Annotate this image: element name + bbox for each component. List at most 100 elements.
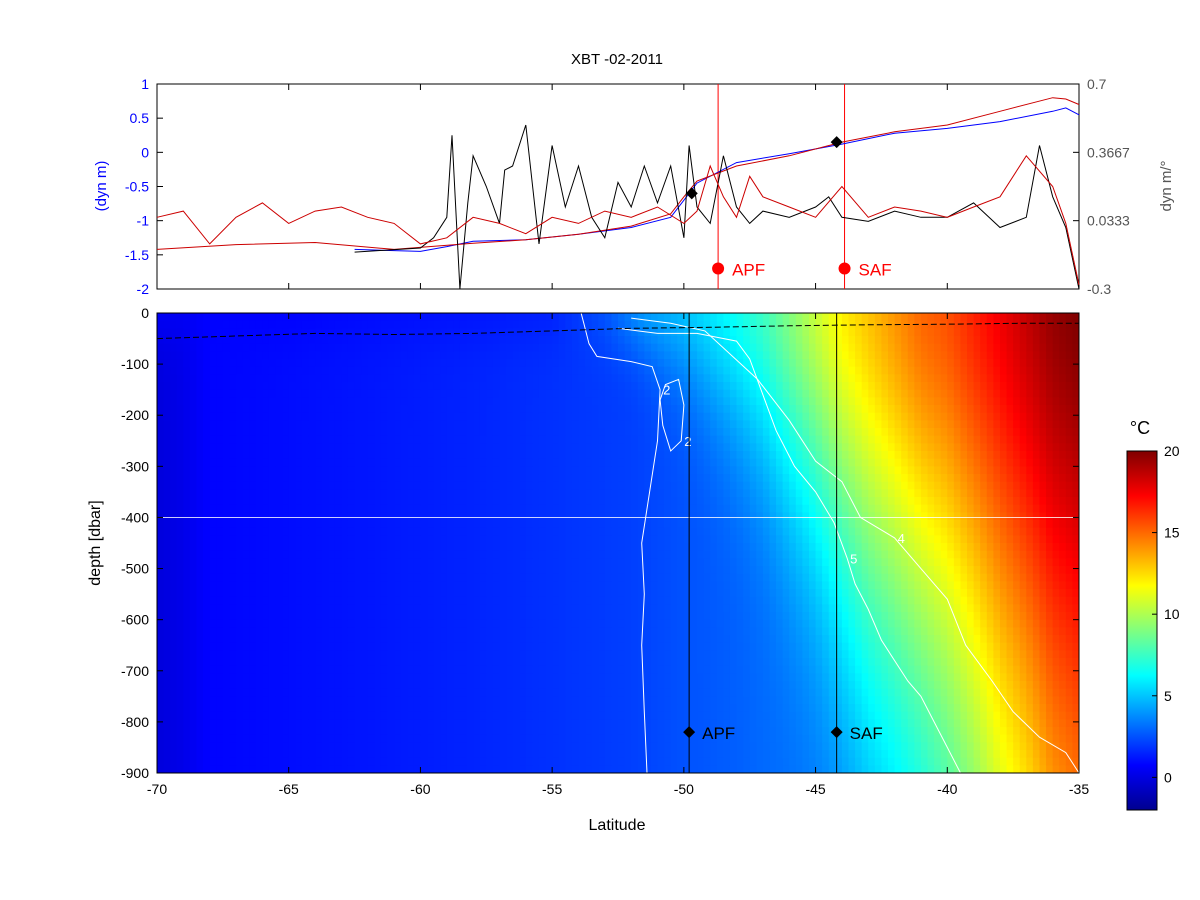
temperature-cell	[328, 688, 336, 697]
temperature-cell	[565, 650, 573, 659]
temperature-cell	[209, 612, 217, 621]
temperature-cell	[321, 320, 329, 329]
temperature-cell	[565, 596, 573, 605]
temperature-cell	[631, 351, 639, 360]
temperature-cell	[315, 481, 323, 490]
temperature-cell	[506, 665, 514, 674]
temperature-cell	[157, 673, 165, 682]
temperature-cell	[552, 474, 560, 483]
temperature-cell	[459, 320, 468, 329]
temperature-cell	[512, 527, 520, 536]
temperature-cell	[222, 704, 231, 713]
temperature-cell	[301, 642, 310, 651]
temperature-cell	[571, 481, 580, 490]
temperature-cell	[308, 512, 316, 521]
temperature-cell	[387, 497, 395, 506]
temperature-cell	[479, 313, 487, 322]
temperature-cell	[347, 604, 356, 613]
temperature-cell	[479, 627, 487, 636]
temperature-cell	[407, 543, 415, 552]
temperature-cell	[624, 627, 632, 636]
temperature-cell	[683, 765, 692, 773]
temperature-cell	[295, 366, 303, 375]
temperature-cell	[249, 612, 257, 621]
temperature-cell	[433, 734, 441, 743]
temperature-cell	[650, 589, 659, 598]
temperature-cell	[196, 711, 204, 720]
temperature-cell	[222, 673, 231, 682]
temperature-cell	[170, 688, 178, 697]
temperature-cell	[268, 612, 277, 621]
temperature-cell	[637, 451, 645, 460]
temperature-cell	[334, 374, 342, 383]
temperature-cell	[275, 727, 283, 736]
temperature-cell	[558, 351, 566, 360]
temperature-cell	[532, 635, 540, 644]
temperature-cell	[690, 366, 698, 375]
temperature-cell	[334, 566, 342, 575]
temperature-cell	[538, 757, 547, 766]
temperature-cell	[650, 635, 659, 644]
temperature-cell	[400, 451, 408, 460]
temperature-cell	[189, 535, 198, 544]
temperature-cell	[453, 558, 461, 567]
temperature-cell	[525, 328, 533, 337]
temperature-cell	[624, 351, 632, 360]
temperature-cell	[440, 734, 448, 743]
temperature-cell	[519, 382, 527, 391]
temperature-cell	[637, 382, 645, 391]
temperature-cell	[275, 313, 283, 322]
temperature-cell	[604, 343, 613, 352]
temperature-cell	[446, 451, 454, 460]
temperature-cell	[453, 520, 461, 529]
temperature-cell	[664, 504, 672, 513]
temperature-cell	[624, 382, 632, 391]
temperature-cell	[295, 627, 303, 636]
temperature-cell	[571, 558, 580, 567]
temperature-cell	[249, 719, 257, 728]
temperature-cell	[486, 359, 494, 368]
temperature-cell	[255, 420, 263, 429]
temperature-cell	[380, 604, 389, 613]
temperature-cell	[334, 489, 342, 498]
temperature-cell	[479, 420, 487, 429]
temperature-cell	[453, 596, 461, 605]
temperature-cell	[301, 650, 310, 659]
temperature-cell	[624, 412, 632, 421]
temperature-cell	[664, 389, 672, 398]
temperature-cell	[499, 658, 507, 667]
temperature-cell	[446, 727, 454, 736]
temperature-cell	[176, 619, 184, 628]
temperature-cell	[664, 642, 672, 651]
temperature-cell	[301, 320, 310, 329]
temperature-cell	[492, 351, 501, 360]
temperature-cell	[571, 635, 580, 644]
temperature-cell	[262, 374, 270, 383]
temperature-cell	[222, 320, 231, 329]
temperature-cell	[683, 443, 692, 452]
temperature-cell	[413, 612, 422, 621]
temperature-cell	[492, 512, 501, 521]
temperature-cell	[677, 535, 685, 544]
temperature-cell	[683, 466, 692, 475]
temperature-cell	[255, 612, 263, 621]
temperature-cell	[427, 550, 435, 559]
temperature-cell	[552, 596, 560, 605]
temperature-cell	[203, 497, 211, 506]
temperature-cell	[203, 635, 211, 644]
temperature-cell	[347, 642, 356, 651]
temperature-cell	[413, 343, 422, 352]
temperature-cell	[446, 435, 454, 444]
temperature-cell	[657, 665, 665, 674]
temperature-cell	[525, 359, 533, 368]
temperature-cell	[420, 619, 428, 628]
temperature-cell	[473, 688, 481, 697]
temperature-cell	[347, 673, 356, 682]
temperature-cell	[262, 359, 270, 368]
temperature-cell	[578, 374, 586, 383]
temperature-cell	[413, 466, 422, 475]
temperature-cell	[236, 681, 244, 690]
temperature-cell	[176, 489, 184, 498]
temperature-cell	[479, 704, 487, 713]
temperature-cell	[433, 382, 441, 391]
